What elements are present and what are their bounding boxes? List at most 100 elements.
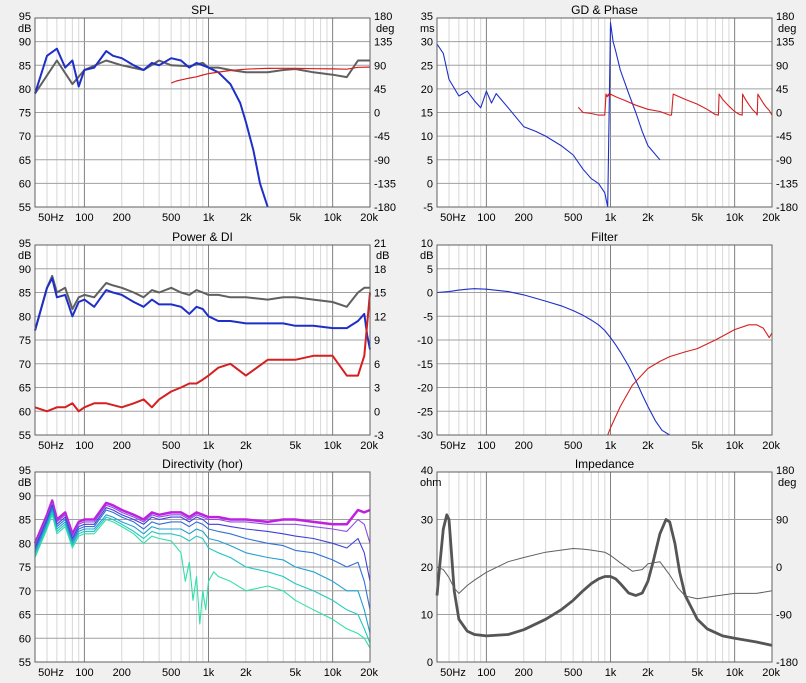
series-line-3: [34, 504, 371, 582]
y2-tick-label: -180: [776, 202, 798, 214]
chart-title: Filter: [591, 230, 618, 244]
y2-tick-label: 90: [776, 515, 788, 527]
y2-tick-label: -180: [374, 202, 396, 214]
plot-border: [436, 244, 773, 436]
left-axis-unit: dB: [420, 250, 433, 262]
plot-border: [34, 471, 371, 663]
y-tick-label: 60: [19, 178, 31, 190]
left-axis-unit: dB: [18, 477, 31, 489]
y2-tick-label: 180: [374, 11, 392, 23]
y-tick-label: 30: [421, 515, 433, 527]
y2-tick-label: -135: [374, 178, 396, 190]
y-tick-label: 75: [19, 335, 31, 347]
y-tick-label: 55: [19, 657, 31, 669]
y-tick-label: 75: [19, 562, 31, 574]
left-axis-unit: ohm: [420, 477, 441, 489]
y-tick-label: 70: [19, 131, 31, 143]
chart-title: Impedance: [575, 457, 635, 471]
y2-tick-label: 180: [776, 11, 794, 23]
x-tick-label: 200: [515, 667, 533, 679]
x-tick-label: 10k: [324, 440, 342, 452]
x-tick-label: 2k: [240, 440, 252, 452]
series-line-1: [435, 513, 773, 647]
y-tick-label: 10: [421, 610, 433, 622]
y-tick-label: -5: [423, 202, 433, 214]
y-tick-label: 65: [19, 155, 31, 167]
x-tick-label: 20k: [360, 212, 378, 224]
x-tick-label: 200: [113, 440, 131, 452]
x-tick-label: 100: [477, 440, 495, 452]
y-tick-label: 60: [19, 633, 31, 645]
series-line-4: [34, 507, 371, 610]
y2-tick-label: 0: [776, 562, 782, 574]
y-tick-label: 85: [19, 288, 31, 300]
y-tick-label: -25: [417, 406, 433, 418]
series-line-5: [34, 509, 371, 634]
right-axis-unit: dB: [376, 250, 389, 262]
series-line-1: [34, 274, 370, 331]
x-tick-label: 1k: [203, 667, 215, 679]
x-tick-label: 5k: [691, 212, 703, 224]
x-tick-label: 20k: [360, 667, 378, 679]
y2-tick-label: 0: [374, 406, 380, 418]
y-tick-label: 5: [427, 264, 433, 276]
right-axis-unit: deg: [778, 23, 796, 35]
y-tick-label: 40: [421, 465, 433, 477]
y2-tick-label: -90: [776, 610, 792, 622]
plot-border: [34, 244, 371, 436]
y-tick-label: -20: [417, 383, 433, 395]
y2-tick-label: 15: [374, 288, 386, 300]
x-tick-label: 500: [162, 212, 180, 224]
y2-tick-label: 0: [374, 108, 380, 120]
y2-tick-label: 45: [776, 84, 788, 96]
series-line-7: [34, 514, 371, 649]
x-tick-label: 5k: [691, 667, 703, 679]
y2-tick-label: 90: [374, 60, 386, 72]
y2-tick-label: -3: [374, 430, 384, 442]
y-tick-label: 25: [421, 60, 433, 72]
plot-border: [436, 471, 773, 663]
x-tick-label: 1k: [605, 440, 617, 452]
x-tick-label: 500: [162, 667, 180, 679]
series-line-1: [33, 499, 371, 544]
x-tick-label: 1k: [605, 667, 617, 679]
x-tick-label: 100: [477, 667, 495, 679]
y-tick-label: 70: [19, 586, 31, 598]
plot-border: [34, 17, 371, 208]
x-tick-label: 50Hz: [38, 440, 64, 452]
x-tick-label: 200: [515, 440, 533, 452]
y-tick-label: 30: [421, 37, 433, 49]
x-tick-label: 100: [75, 667, 93, 679]
y-tick-label: 5: [427, 155, 433, 167]
series-line-3: [34, 292, 371, 413]
y2-tick-label: -90: [776, 155, 792, 167]
series-line-2: [34, 502, 371, 546]
x-tick-label: 500: [162, 440, 180, 452]
series-line-1: [436, 288, 670, 436]
x-tick-label: 20k: [762, 667, 780, 679]
x-tick-label: 10k: [324, 667, 342, 679]
y-tick-label: 95: [19, 238, 31, 250]
x-tick-label: 20k: [762, 212, 780, 224]
x-tick-label: 10k: [324, 212, 342, 224]
x-tick-label: 5k: [289, 667, 301, 679]
y-tick-label: -10: [417, 335, 433, 347]
y-tick-label: 55: [19, 202, 31, 214]
left-axis-unit: ms: [420, 23, 435, 35]
y-tick-label: 90: [19, 37, 31, 49]
y-tick-label: 95: [19, 11, 31, 23]
y-tick-label: 85: [19, 60, 31, 72]
x-tick-label: 200: [515, 212, 533, 224]
x-tick-label: 200: [113, 212, 131, 224]
x-tick-label: 5k: [691, 440, 703, 452]
y-tick-label: 0: [427, 657, 433, 669]
x-tick-label: 500: [564, 440, 582, 452]
x-tick-label: 5k: [289, 212, 301, 224]
y-tick-label: -15: [417, 359, 433, 371]
chart-title: SPL: [191, 3, 214, 17]
x-tick-label: 50Hz: [440, 667, 466, 679]
y-tick-label: 15: [421, 108, 433, 120]
y-tick-label: 85: [19, 515, 31, 527]
y-tick-label: 0: [427, 288, 433, 300]
